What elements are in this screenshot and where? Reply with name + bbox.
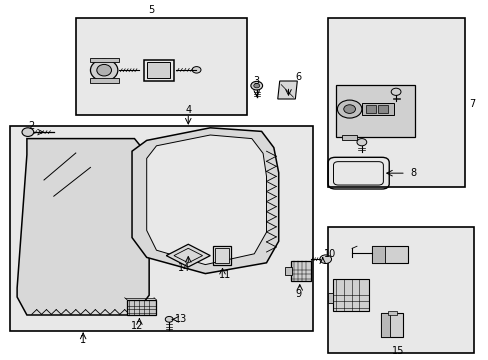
Ellipse shape (22, 128, 34, 136)
Bar (381, 313, 403, 337)
Text: 1: 1 (80, 335, 86, 345)
Text: 9: 9 (295, 289, 301, 299)
Bar (387, 311, 396, 315)
Bar (342, 135, 356, 140)
Bar (90, 58, 119, 62)
Text: 3: 3 (253, 76, 259, 86)
Text: 6: 6 (295, 72, 301, 82)
Text: 5: 5 (148, 5, 154, 15)
Ellipse shape (390, 88, 400, 95)
Bar (327, 18, 464, 187)
Ellipse shape (90, 59, 118, 81)
Text: 10: 10 (323, 249, 336, 259)
Bar (10, 126, 312, 331)
Polygon shape (132, 128, 278, 274)
Ellipse shape (165, 316, 173, 322)
Text: 15: 15 (391, 346, 404, 356)
Bar (212, 246, 231, 265)
Bar (371, 246, 385, 263)
Ellipse shape (250, 81, 262, 90)
Text: 7: 7 (468, 99, 475, 109)
Text: 4: 4 (185, 105, 191, 115)
Polygon shape (17, 139, 149, 315)
Bar (76, 18, 246, 115)
Bar (361, 103, 393, 115)
Bar (147, 62, 170, 78)
Bar (215, 248, 228, 263)
Bar (90, 78, 119, 83)
Bar (291, 261, 310, 281)
Text: 12: 12 (130, 321, 143, 331)
Bar (332, 279, 368, 311)
Bar (144, 60, 173, 81)
Bar (327, 293, 333, 303)
Text: 13: 13 (174, 314, 187, 324)
Bar (371, 246, 407, 263)
Ellipse shape (319, 255, 331, 264)
Ellipse shape (337, 100, 361, 118)
Text: 11: 11 (219, 270, 231, 280)
Text: 2: 2 (29, 121, 35, 131)
Bar (127, 300, 156, 315)
Ellipse shape (343, 105, 355, 113)
Text: 14: 14 (177, 263, 190, 273)
Bar (381, 313, 389, 337)
Bar (336, 85, 414, 137)
Bar (365, 105, 375, 113)
Polygon shape (277, 81, 297, 99)
Bar (377, 105, 387, 113)
Ellipse shape (253, 84, 259, 88)
Ellipse shape (192, 67, 201, 73)
Ellipse shape (97, 64, 111, 76)
Polygon shape (146, 135, 266, 265)
Ellipse shape (356, 139, 366, 146)
Text: 8: 8 (409, 168, 415, 178)
Bar (327, 227, 473, 353)
Bar (285, 267, 292, 275)
Polygon shape (166, 244, 210, 267)
